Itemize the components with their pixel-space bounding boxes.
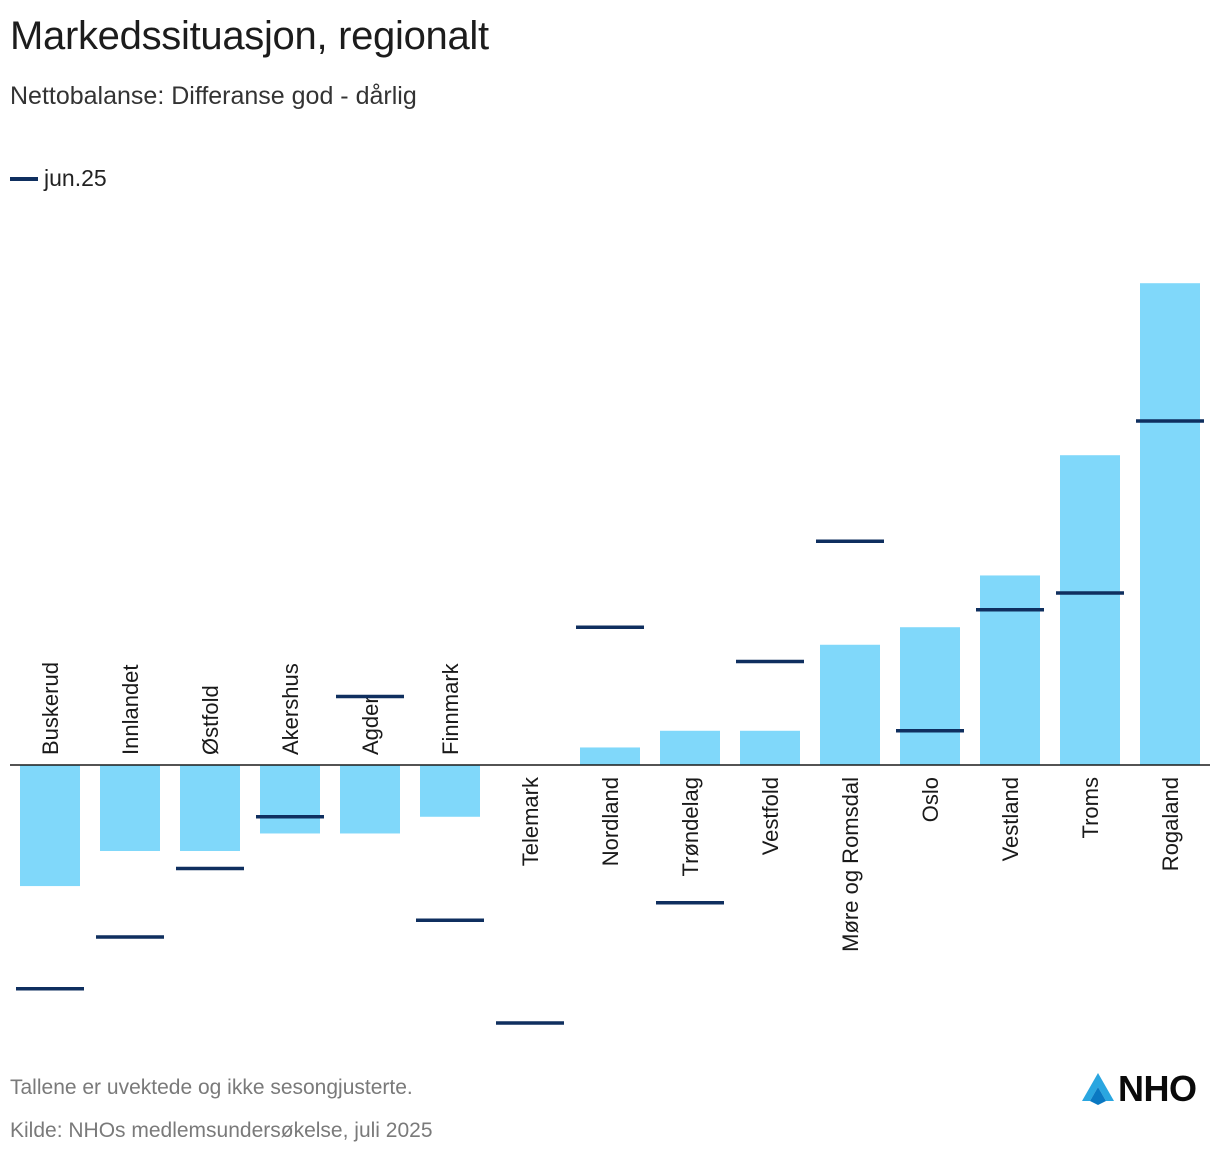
footnote: Tallene er uvektede og ikke sesongjuster… xyxy=(10,1076,413,1099)
category-label-6: Telemark xyxy=(518,776,543,866)
category-label-2: Østfold xyxy=(198,685,223,755)
bar-14 xyxy=(1140,283,1200,765)
category-label-12: Vestland xyxy=(998,777,1023,861)
category-label-14: Rogaland xyxy=(1158,777,1183,871)
bar-5 xyxy=(420,765,480,817)
category-label-4: Agder xyxy=(358,696,383,755)
legend-line-marker xyxy=(10,176,38,181)
legend: jun.25 xyxy=(10,165,107,192)
bar-9 xyxy=(740,730,800,765)
category-label-0: Buskerud xyxy=(38,662,63,755)
category-label-13: Troms xyxy=(1078,777,1103,839)
nho-logo: NHO xyxy=(1080,1068,1197,1110)
bar-8 xyxy=(660,730,720,765)
source-note: Kilde: NHOs medlemsundersøkelse, juli 20… xyxy=(10,1119,433,1142)
chart-title: Markedssituasjon, regionalt xyxy=(10,14,489,58)
bar-7 xyxy=(580,747,640,765)
bar-12 xyxy=(980,575,1040,765)
logo-text: NHO xyxy=(1118,1068,1197,1109)
bar-11 xyxy=(900,627,960,765)
chart-subtitle: Nettobalanse: Differanse god - dårlig xyxy=(10,82,417,110)
bar-3 xyxy=(260,765,320,834)
bar-4 xyxy=(340,765,400,834)
category-label-5: Finnmark xyxy=(438,662,463,755)
category-label-3: Akershus xyxy=(278,663,303,755)
category-label-9: Vestfold xyxy=(758,777,783,855)
category-label-8: Trøndelag xyxy=(678,777,703,876)
category-label-11: Oslo xyxy=(918,777,943,822)
bar-1 xyxy=(100,765,160,852)
nho-logo-icon xyxy=(1082,1073,1114,1105)
bar-0 xyxy=(20,765,80,887)
category-label-7: Nordland xyxy=(598,777,623,866)
category-label-1: Innlandet xyxy=(118,664,143,755)
bar-13 xyxy=(1060,455,1120,765)
legend-label: jun.25 xyxy=(44,165,107,191)
bar-10 xyxy=(820,644,880,765)
bar-2 xyxy=(180,765,240,852)
category-label-10: Møre og Romsdal xyxy=(838,777,863,952)
